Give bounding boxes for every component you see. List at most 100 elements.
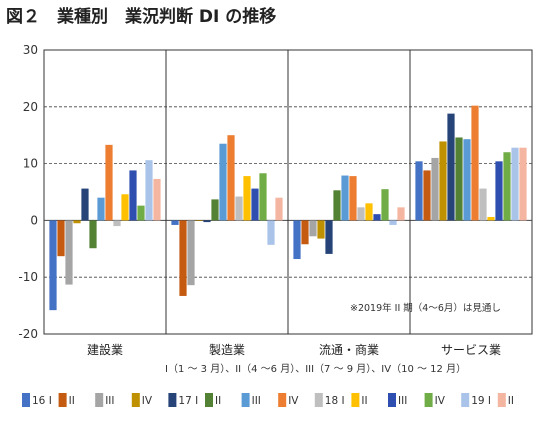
bar [81,188,89,221]
bar [187,220,195,286]
legend-label: 18 I [325,395,345,407]
y-tick-label: -20 [18,327,38,341]
bar [195,220,203,221]
legend-swatch [497,393,506,407]
bar [455,137,463,221]
quarter-definition-note: I（1 〜 3 月）、II（4 〜6 月）、III（7 〜 9 月）、IV（10… [165,363,466,375]
bar [275,197,283,221]
legend-swatch [205,393,213,407]
legend-label: 19 I [471,395,491,407]
bar [479,188,487,221]
bar [503,152,511,221]
bar [423,170,431,221]
bar [137,205,145,221]
bar [309,220,317,237]
bar [105,144,113,221]
bar [511,147,519,221]
bar [447,113,455,221]
y-tick-label: 10 [23,157,38,171]
y-tick-label: 0 [30,213,38,227]
bar [219,143,227,221]
bar [121,194,129,221]
bar [519,147,527,221]
bar [389,220,397,225]
bar [267,220,275,245]
bar [235,196,243,221]
legend-swatch [241,393,250,407]
chart-title: 図２ 業種別 業況判断 DI の推移 [6,6,276,27]
bar [251,188,259,221]
bar [415,161,423,221]
legend-label: II [508,395,514,407]
legend-swatch [278,393,287,407]
bar [381,189,389,221]
bar [49,220,57,311]
bar [203,220,211,223]
bar [89,220,97,249]
bar [243,176,251,221]
bar [171,220,179,225]
bar [65,220,73,285]
category-label: 流通・商業 [319,342,379,357]
category-label: 製造業 [209,343,245,357]
bar [259,173,267,221]
category-label: サービス業 [441,343,501,357]
plot-area: -20 -10 0 10 20 30 建設業 製造業 流通・商業 サービス業 [18,43,533,357]
bar [227,135,235,221]
bar [301,220,309,245]
legend-swatch [131,393,140,407]
bar [333,190,341,221]
bar [495,161,503,221]
legend-swatch [461,393,470,407]
y-tick-label: 20 [23,100,38,114]
legend-label: 16 I [32,395,52,407]
bar [293,220,301,260]
legend-swatch [351,393,360,407]
legend: 16 I II III IV 17 I II III IV 18 I II III IV 19 I II [22,393,514,407]
bar [397,207,405,221]
y-tick-label: 30 [23,43,38,57]
legend-label: 17 I [178,395,198,407]
legend-label: II [361,395,367,407]
legend-swatch [95,393,104,407]
bar [487,216,495,221]
legend-label: III [105,395,114,407]
bar [439,141,447,221]
bar [349,176,357,221]
bar [463,139,471,221]
legend-swatch [424,393,433,407]
legend-label: IV [142,395,153,407]
bar [431,157,439,221]
legend-label: IV [288,395,299,407]
legend-label: III [252,395,261,407]
category-label: 建設業 [87,342,123,357]
bar [113,220,121,227]
legend-label: IV [435,395,446,407]
bar [179,220,187,296]
forecast-note: ※2019年 II 期（4〜6月）は見通し [350,302,501,314]
bar [73,220,81,224]
bar [341,175,349,221]
legend-swatch [388,393,396,407]
bar [153,178,161,221]
bar [471,105,479,221]
legend-swatch [168,393,177,407]
legend-label: II [215,395,221,407]
legend-label: III [398,395,407,407]
bar [57,220,65,257]
legend-swatch [58,393,67,407]
bar [357,207,365,221]
y-tick-label: -10 [18,270,38,284]
bar [373,214,381,221]
bar [365,203,373,221]
bar [145,160,153,221]
bar [97,197,105,221]
bar [325,220,333,254]
legend-swatch [314,393,323,407]
legend-swatch [22,393,30,407]
bar [211,199,219,221]
legend-label: II [69,395,75,407]
bar [129,170,137,221]
bar [317,220,325,239]
